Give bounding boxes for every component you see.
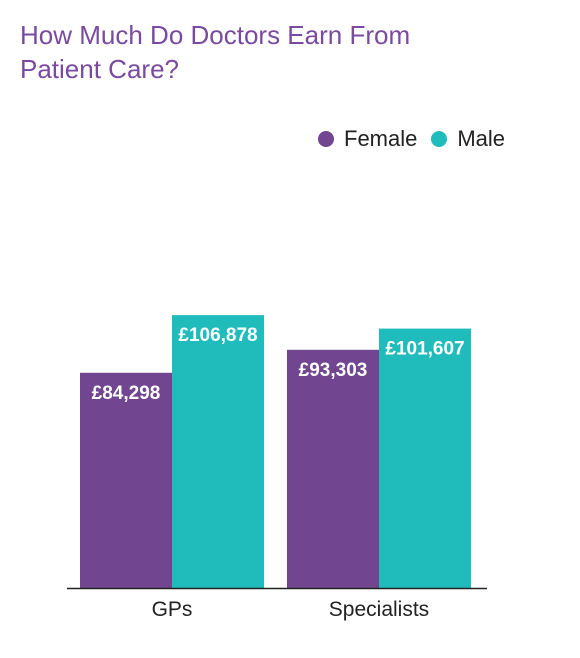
chart-title: How Much Do Doctors Earn From Patient Ca…: [20, 20, 411, 84]
legend-item-female: Female: [318, 126, 417, 152]
data-label-gps-female: £84,298: [92, 383, 161, 404]
data-label-gps-male: £106,878: [178, 325, 257, 346]
bar-specialists-male: [379, 328, 471, 588]
x-tick-label-specialists: Specialists: [329, 598, 429, 621]
legend-label-male: Male: [457, 126, 506, 151]
legend-swatch-male: [431, 131, 448, 147]
legend: Female Male: [318, 126, 519, 152]
bar-gps-female: [80, 372, 172, 588]
data-label-specialists-male: £101,607: [385, 339, 464, 360]
legend-item-male: Male: [431, 126, 505, 152]
bar-gps-male: [172, 315, 264, 588]
legend-swatch-female: [318, 131, 334, 147]
x-tick-label-gps: GPs: [152, 598, 193, 621]
legend-label-female: Female: [344, 126, 418, 151]
bar-specialists-female: [287, 349, 379, 588]
data-label-specialists-female: £93,303: [299, 360, 368, 381]
